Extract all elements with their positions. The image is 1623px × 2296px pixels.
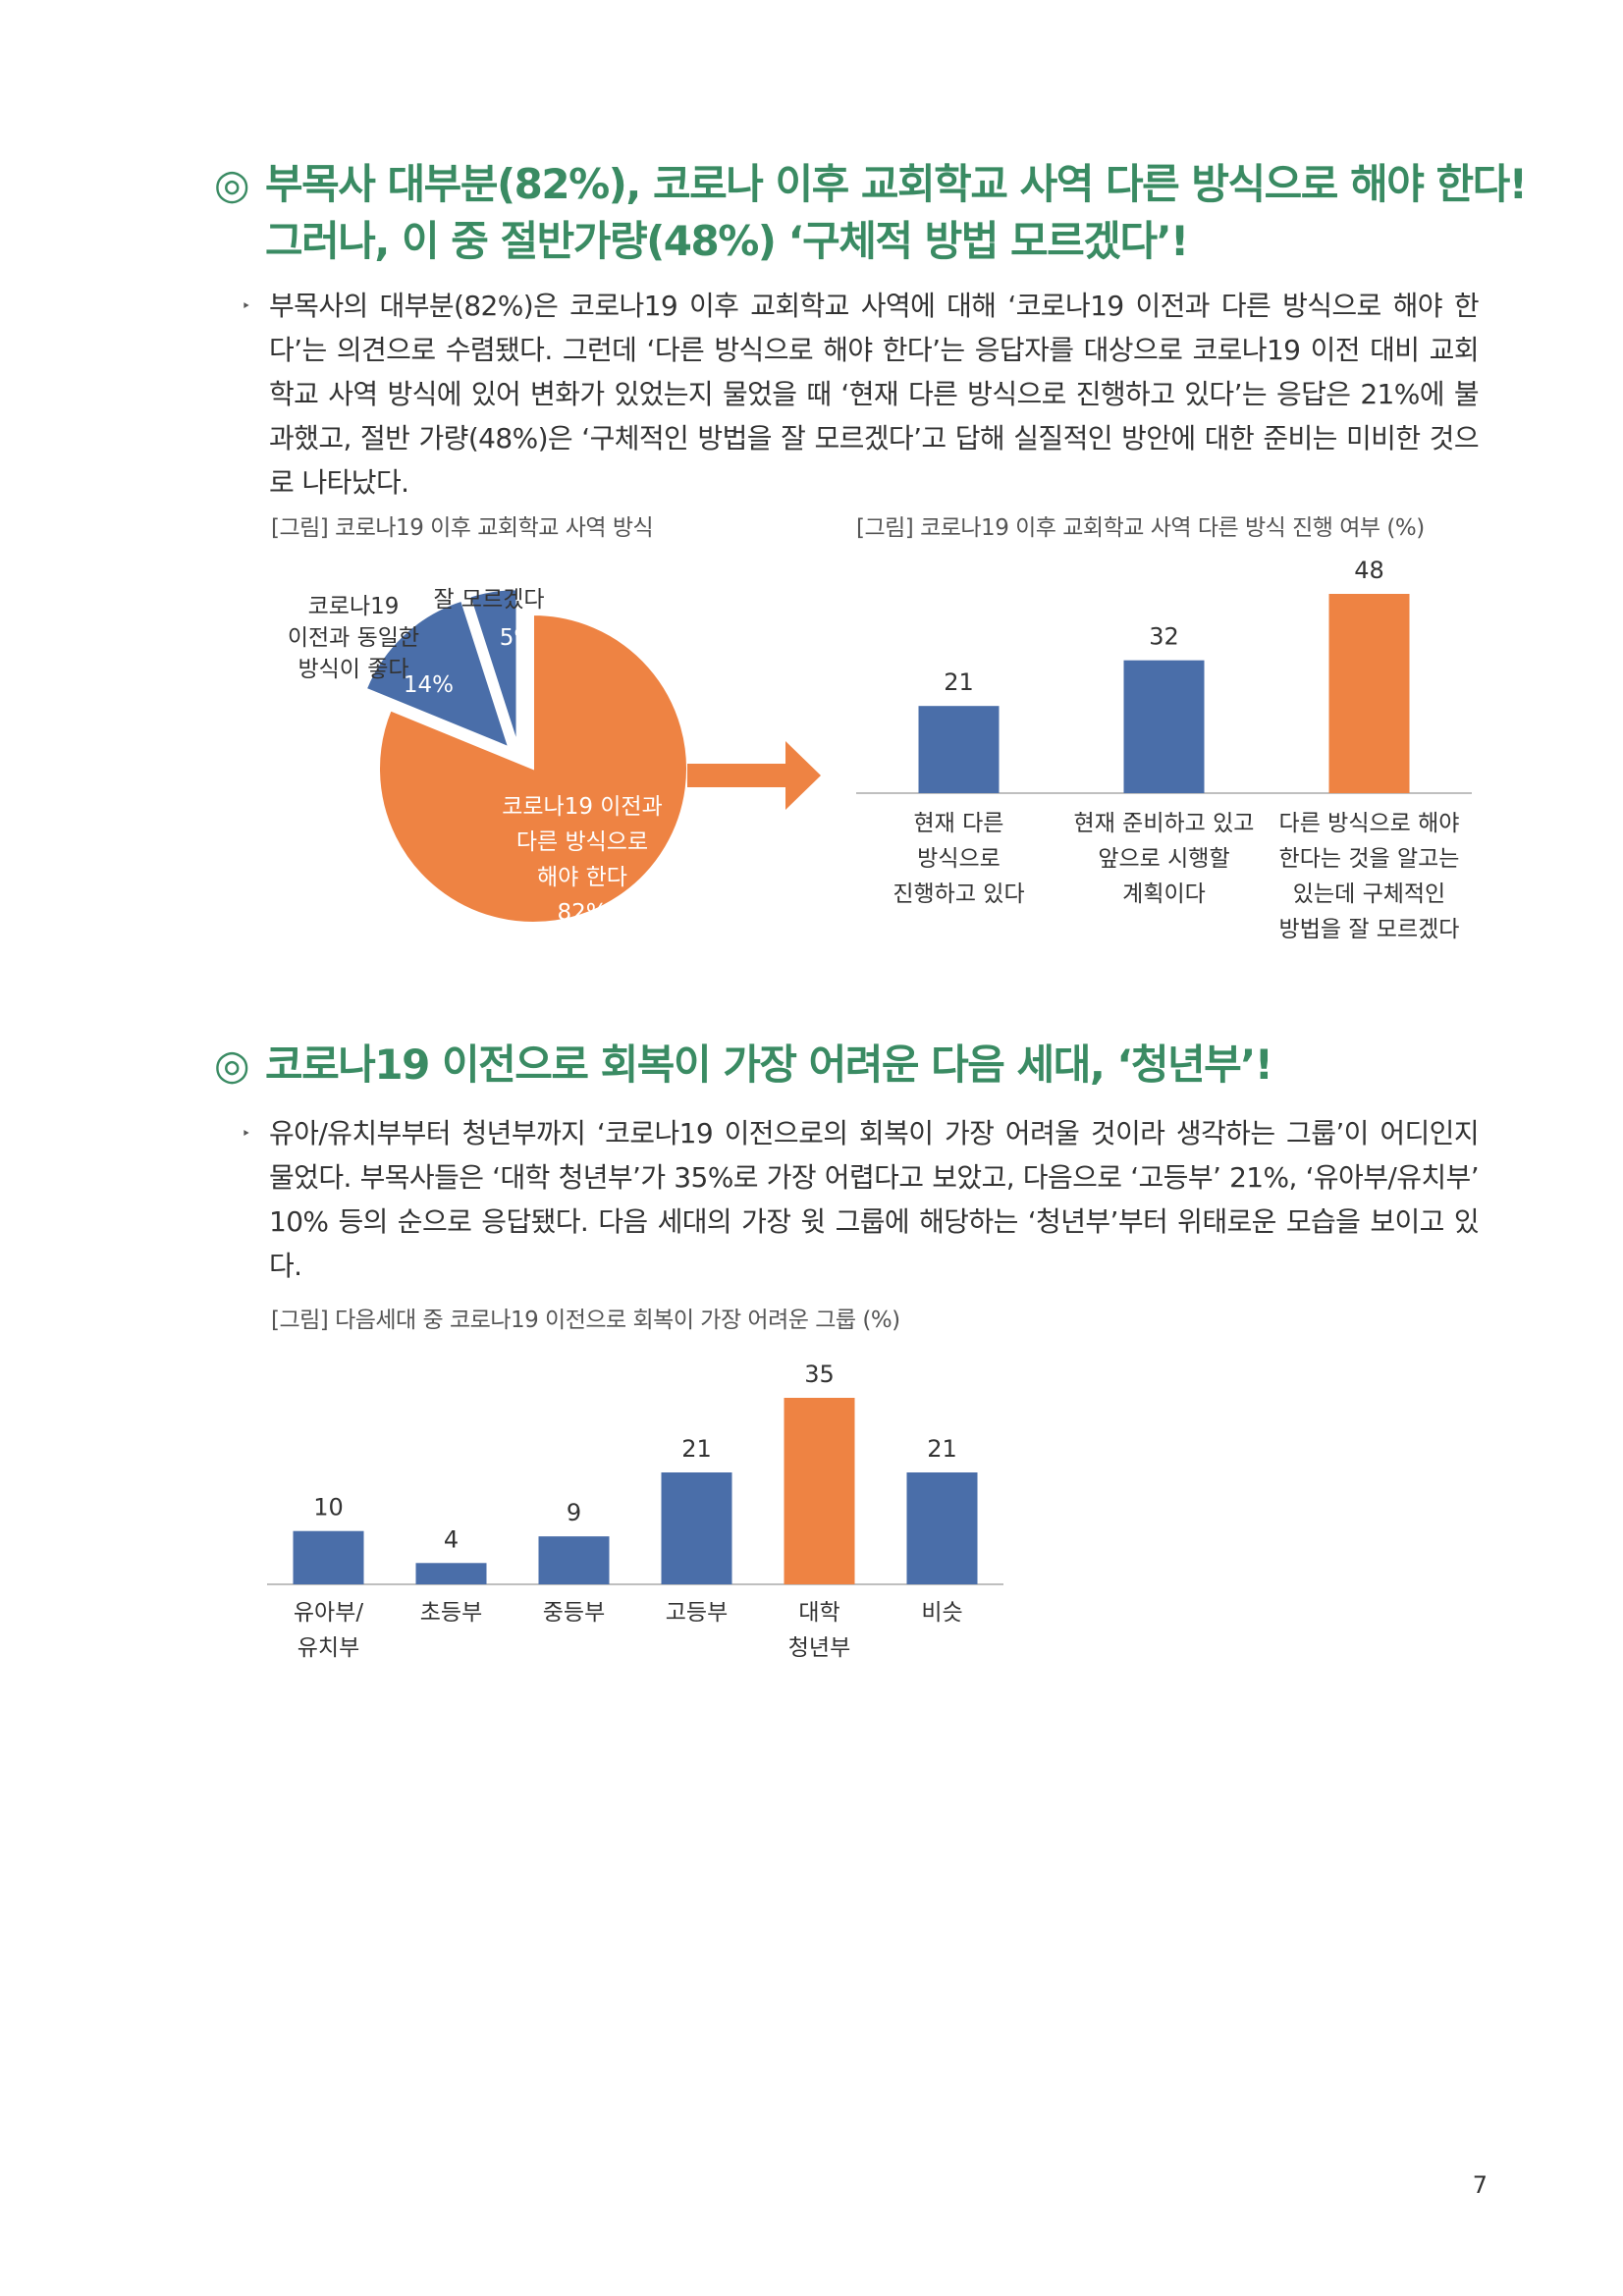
data-label: 21 <box>681 1435 712 1463</box>
bullet-icon: ‣ <box>242 296 251 315</box>
data-label: 32 <box>1149 623 1179 651</box>
pie-slice-label: 해야 한다 <box>537 865 627 890</box>
tick-label: 현재 준비하고 있고 <box>1074 811 1255 836</box>
bar-3 <box>661 1472 732 1584</box>
section1-paragraph: 부목사의 대부분(82%)은 코로나19 이후 교회학교 사역에 대해 ‘코로나… <box>269 290 1480 499</box>
pie-slice-0 <box>378 613 688 924</box>
data-label: 10 <box>313 1494 344 1522</box>
pie-slice-value: 5% <box>500 625 536 651</box>
section1-title-text1: 부목사 대부분(82%), 코로나 이후 교회학교 사역 다른 방식으로 해야 … <box>265 160 1528 208</box>
bar-5 <box>906 1472 978 1584</box>
data-label: 35 <box>804 1361 835 1388</box>
data-label: 48 <box>1354 557 1384 584</box>
data-label: 21 <box>944 668 974 696</box>
double-circle-icon: ◎ <box>214 1041 250 1089</box>
pie-slice-label: 다른 방식으로 <box>516 829 648 855</box>
section2-title-text: 코로나19 이전으로 회복이 가장 어려운 다음 세대, ‘청년부’! <box>265 1041 1273 1089</box>
tick-label: 유아부/ <box>294 1600 363 1626</box>
tick-label: 진행하고 있다 <box>893 881 1024 907</box>
page-number: 7 <box>1472 2171 1488 2199</box>
pie-slice-1 <box>364 599 511 749</box>
tick-label: 대학 <box>798 1600 839 1626</box>
tick-label: 한다는 것을 알고는 <box>1279 846 1460 872</box>
tick-label: 방식으로 <box>917 846 1001 872</box>
bar-2 <box>1328 594 1410 793</box>
bar-chart2-caption: [그림] 다음세대 중 코로나19 이전으로 회복이 가장 어려운 그룹 (%) <box>271 1308 900 1333</box>
tick-label: 비슷 <box>921 1600 962 1626</box>
pie-slice-value: 14% <box>404 672 454 698</box>
section1-title-line1: ◎ 부목사 대부분(82%), 코로나 이후 교회학교 사역 다른 방식으로 해야… <box>214 155 1528 214</box>
pie-slice-label: 코로나19 <box>308 594 400 619</box>
bar-0 <box>293 1530 364 1584</box>
bar-1 <box>1123 660 1205 793</box>
pie-chart-caption: [그림] 코로나19 이후 교회학교 사역 방식 <box>271 515 654 541</box>
pie-slice-2 <box>468 588 518 744</box>
pie-slice-label: 방식이 좋다 <box>298 657 408 682</box>
tick-label: 있는데 구체적인 <box>1293 881 1445 907</box>
tick-label: 다른 방식으로 해야 <box>1279 811 1460 836</box>
data-label: 9 <box>567 1499 581 1526</box>
arrow-right-icon <box>687 741 821 810</box>
tick-label: 방법을 잘 모르겠다 <box>1279 917 1460 942</box>
tick-label: 청년부 <box>788 1635 850 1661</box>
data-label: 21 <box>927 1435 957 1463</box>
bullet-icon: ‣ <box>242 1124 251 1143</box>
bar-chart1-caption: [그림] 코로나19 이후 교회학교 사역 다른 방식 진행 여부 (%) <box>856 515 1425 541</box>
pie-slice-label: 이전과 동일한 <box>288 625 419 651</box>
bar-2 <box>538 1536 610 1584</box>
section2-paragraph: 유아/유치부부터 청년부까지 ‘코로나19 이전으로의 회복이 가장 어려울 것… <box>269 1117 1480 1282</box>
tick-label: 현재 다른 <box>914 811 1004 836</box>
section1-title-line2: 그러나, 이 중 절반가량(48%) ‘구체적 방법 모르겠다’! <box>265 217 1189 265</box>
pie-slice-value: 82% <box>557 900 607 926</box>
tick-label: 계획이다 <box>1122 881 1206 907</box>
bar-0 <box>918 706 1000 793</box>
pie-slice-label: 코로나19 이전과 <box>502 794 663 820</box>
section2-title: ◎ 코로나19 이전으로 회복이 가장 어려운 다음 세대, ‘청년부’! <box>214 1036 1273 1095</box>
bar-4 <box>784 1398 855 1584</box>
tick-label: 중등부 <box>543 1600 605 1626</box>
double-circle-icon: ◎ <box>214 160 250 208</box>
pie-slice-label: 잘 모르겠다 <box>433 587 544 613</box>
tick-label: 고등부 <box>666 1600 728 1626</box>
tick-label: 초등부 <box>420 1600 482 1626</box>
tick-label: 유치부 <box>298 1635 359 1661</box>
data-label: 4 <box>444 1525 459 1553</box>
tick-label: 앞으로 시행할 <box>1098 846 1229 872</box>
bar-1 <box>415 1563 487 1584</box>
